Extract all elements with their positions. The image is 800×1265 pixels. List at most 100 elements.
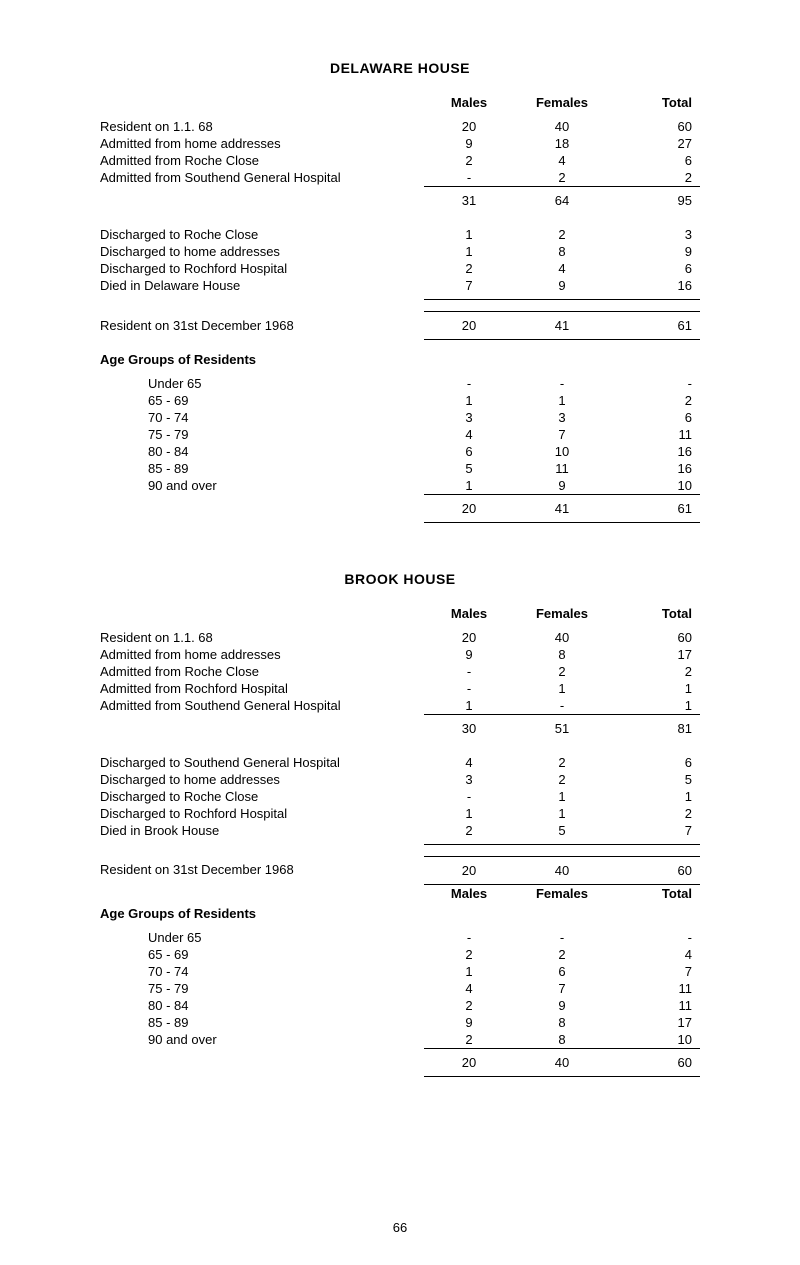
table-cell: 2	[424, 152, 514, 169]
table-cell	[100, 1049, 424, 1077]
table-cell: 1	[610, 697, 700, 715]
table-cell: 41	[514, 312, 610, 340]
table-cell: 20	[424, 856, 514, 884]
table-cell: 2	[424, 822, 514, 845]
table-cell: 11	[514, 460, 610, 477]
table-cell: 7	[610, 822, 700, 845]
table-cell: Discharged to Rochford Hospital	[100, 805, 424, 822]
table-cell: -	[424, 663, 514, 680]
data-table: MalesFemalesTotalResident on 1.1. 682040…	[100, 94, 700, 523]
table-cell: 60	[610, 118, 700, 135]
table-cell: 1	[424, 392, 514, 409]
table-cell: 11	[610, 997, 700, 1014]
table-cell: 64	[514, 187, 610, 215]
table-cell	[100, 187, 424, 215]
table-cell: 3	[424, 409, 514, 426]
table-cell: 3	[424, 771, 514, 788]
table-cell: 2	[424, 260, 514, 277]
table-cell: Females	[514, 94, 610, 118]
table-cell: Age Groups of Residents	[100, 884, 424, 929]
table-cell: 80 - 84	[100, 997, 424, 1014]
table-cell: 6	[610, 409, 700, 426]
table-cell: 1	[424, 697, 514, 715]
table-cell: Males	[424, 884, 514, 929]
table-cell: 11	[610, 426, 700, 443]
table-cell: Discharged to Roche Close	[100, 226, 424, 243]
table-cell: 4	[610, 946, 700, 963]
section-title: DELAWARE HOUSE	[100, 60, 700, 76]
page-number: 66	[0, 1220, 800, 1235]
table-cell: 40	[514, 1049, 610, 1077]
table-cell: 1	[514, 788, 610, 805]
table-cell: 8	[514, 646, 610, 663]
table-cell: 75 - 79	[100, 980, 424, 997]
table-cell: Total	[610, 94, 700, 118]
table-cell: 17	[610, 646, 700, 663]
table-cell: Age Groups of Residents	[100, 340, 424, 375]
table-cell: 9	[514, 997, 610, 1014]
table-cell: 1	[424, 963, 514, 980]
table-cell	[100, 605, 424, 629]
table-cell: 6	[514, 963, 610, 980]
table-cell	[100, 494, 424, 522]
table-cell: 10	[514, 443, 610, 460]
table-cell: 4	[424, 754, 514, 771]
table-cell: 31	[424, 187, 514, 215]
table-cell: 95	[610, 187, 700, 215]
table-cell: Under 65	[100, 375, 424, 392]
table-cell: 6	[610, 260, 700, 277]
table-cell: 2	[424, 1031, 514, 1049]
table-cell: 2	[514, 946, 610, 963]
table-cell: Admitted from Southend General Hospital	[100, 169, 424, 187]
table-cell: 5	[610, 771, 700, 788]
table-cell: Total	[610, 605, 700, 629]
table-cell: 20	[424, 118, 514, 135]
table-cell: 1	[514, 392, 610, 409]
table-cell: Died in Brook House	[100, 822, 424, 845]
table-cell: Total	[610, 884, 700, 929]
table-cell: Discharged to home addresses	[100, 243, 424, 260]
table-cell: 40	[514, 856, 610, 884]
table-cell: 1	[610, 788, 700, 805]
table-cell: Admitted from Roche Close	[100, 663, 424, 680]
table-cell: 9	[424, 135, 514, 152]
table-cell: Died in Delaware House	[100, 277, 424, 300]
table-cell: Females	[514, 605, 610, 629]
table-cell: 9	[514, 477, 610, 495]
table-cell: -	[424, 680, 514, 697]
table-cell	[424, 340, 514, 375]
table-cell: 16	[610, 460, 700, 477]
table-cell: 4	[514, 152, 610, 169]
table-cell: 1	[514, 680, 610, 697]
table-cell: 7	[424, 277, 514, 300]
table-cell: 20	[424, 629, 514, 646]
table-cell: Discharged to Roche Close	[100, 788, 424, 805]
table-cell: 5	[514, 822, 610, 845]
table-cell: 27	[610, 135, 700, 152]
table-cell: 2	[424, 946, 514, 963]
table-cell: 10	[610, 477, 700, 495]
table-cell: 8	[514, 243, 610, 260]
table-cell: 60	[610, 856, 700, 884]
table-cell: 1	[514, 805, 610, 822]
table-cell	[100, 94, 424, 118]
table-cell: 2	[610, 169, 700, 187]
table-cell: Males	[424, 605, 514, 629]
table-cell: 7	[514, 426, 610, 443]
table-cell: -	[424, 169, 514, 187]
table-cell: 2	[514, 226, 610, 243]
table-cell: -	[514, 697, 610, 715]
table-cell: Males	[424, 94, 514, 118]
section-title: BROOK HOUSE	[100, 571, 700, 587]
table-cell: 60	[610, 629, 700, 646]
table-cell: 8	[514, 1031, 610, 1049]
table-cell: 4	[424, 980, 514, 997]
table-cell: 9	[514, 277, 610, 300]
table-cell: 1	[424, 805, 514, 822]
table-cell: 60	[610, 1049, 700, 1077]
table-cell: 81	[610, 714, 700, 742]
table-cell: Admitted from Southend General Hospital	[100, 697, 424, 715]
table-cell: 9	[424, 1014, 514, 1031]
table-cell: 17	[610, 1014, 700, 1031]
table-cell: 2	[610, 392, 700, 409]
